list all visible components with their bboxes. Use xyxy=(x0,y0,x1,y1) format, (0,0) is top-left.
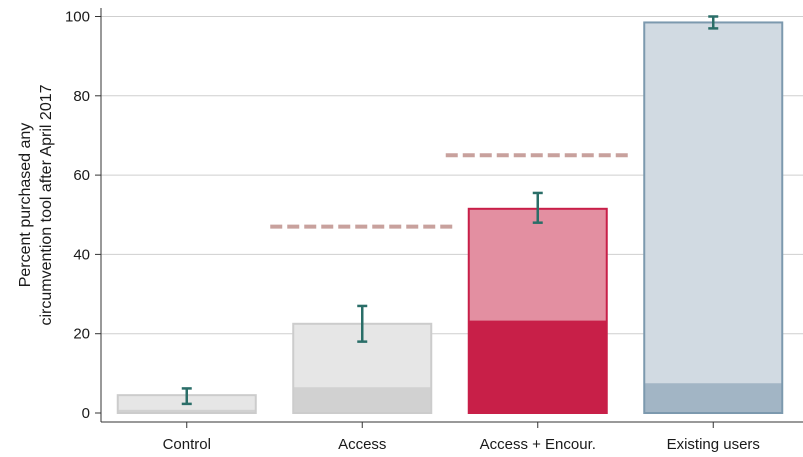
x-tick-label-0: Control xyxy=(163,436,211,453)
axes xyxy=(100,8,803,423)
y-axis-label: Percent purchased any circumvention tool… xyxy=(17,84,55,325)
bar-inner-1 xyxy=(293,387,432,413)
y-tick-label-100: 100 xyxy=(65,9,90,26)
y-tick-label-60: 60 xyxy=(73,167,90,184)
y-tick-label-20: 20 xyxy=(73,326,90,343)
y-tick-labels: 0 20 40 60 80 100 xyxy=(65,9,101,422)
bar-inner-3 xyxy=(644,383,783,413)
bar-inner-2 xyxy=(468,320,607,413)
bar-3 xyxy=(644,22,783,413)
error-bars xyxy=(181,15,719,406)
y-axis-label-line-1: Percent purchased any xyxy=(17,123,34,288)
x-tick-label-1: Access xyxy=(338,436,386,453)
y-tick-label-0: 0 xyxy=(82,405,90,422)
bar-inner-0 xyxy=(117,409,256,413)
x-tick-label-2: Access + Encour. xyxy=(480,436,596,453)
x-tick-label-3: Existing users xyxy=(667,436,760,453)
reference-lines xyxy=(270,153,630,229)
y-tick-label-80: 80 xyxy=(73,88,90,105)
bars xyxy=(116,21,784,415)
y-axis-label-line-2: circumvention tool after April 2017 xyxy=(38,84,55,325)
x-tick-labels: Control Access Access + Encour. Existing us… xyxy=(163,422,760,453)
y-tick-label-40: 40 xyxy=(73,246,90,263)
